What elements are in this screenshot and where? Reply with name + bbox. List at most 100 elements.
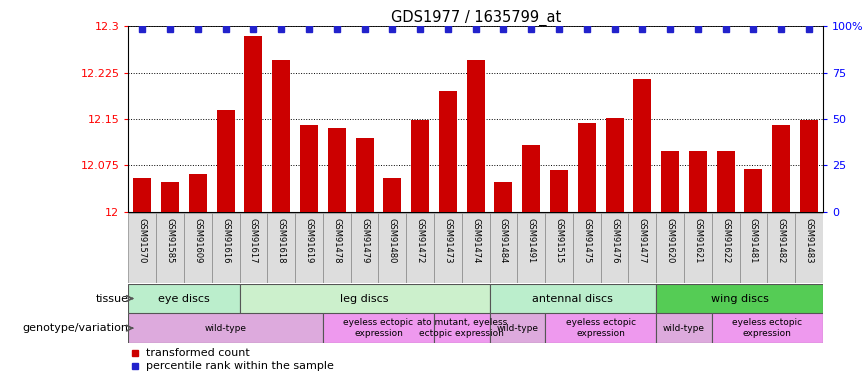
- Text: transformed count: transformed count: [146, 348, 250, 358]
- Bar: [573, 213, 601, 283]
- Text: eyeless ectopic
expression: eyeless ectopic expression: [733, 318, 802, 338]
- Text: GSM91472: GSM91472: [416, 218, 424, 264]
- Bar: [550, 170, 568, 212]
- Text: wild-type: wild-type: [496, 324, 538, 333]
- Bar: [267, 213, 295, 283]
- Text: tissue: tissue: [95, 294, 128, 303]
- Bar: [545, 313, 656, 343]
- Bar: [490, 284, 656, 313]
- Bar: [545, 213, 573, 283]
- Bar: [212, 213, 240, 283]
- Text: ato mutant, eyeless
ectopic expression: ato mutant, eyeless ectopic expression: [417, 318, 507, 338]
- Bar: [273, 60, 290, 212]
- Text: eyeless ectopic
expression: eyeless ectopic expression: [566, 318, 635, 338]
- Text: GSM91478: GSM91478: [332, 218, 341, 264]
- Bar: [128, 284, 240, 313]
- Text: GSM91479: GSM91479: [360, 218, 369, 264]
- Text: wild-type: wild-type: [205, 324, 247, 333]
- Text: GSM91621: GSM91621: [694, 218, 702, 264]
- Bar: [323, 313, 434, 343]
- Text: GSM91481: GSM91481: [749, 218, 758, 264]
- Text: GSM91475: GSM91475: [582, 218, 591, 264]
- Text: GSM91620: GSM91620: [666, 218, 674, 264]
- Bar: [745, 169, 762, 212]
- Text: GSM91622: GSM91622: [721, 218, 730, 264]
- Bar: [189, 174, 207, 212]
- Bar: [434, 313, 490, 343]
- Bar: [328, 128, 345, 212]
- Text: percentile rank within the sample: percentile rank within the sample: [146, 361, 333, 371]
- Bar: [434, 213, 462, 283]
- Bar: [161, 182, 179, 212]
- Text: wild-type: wild-type: [663, 324, 705, 333]
- Bar: [295, 213, 323, 283]
- Bar: [712, 213, 740, 283]
- Bar: [628, 213, 656, 283]
- Bar: [156, 213, 184, 283]
- Text: GSM91491: GSM91491: [527, 218, 536, 264]
- Bar: [356, 138, 373, 212]
- Bar: [656, 284, 823, 313]
- Text: GSM91617: GSM91617: [249, 218, 258, 264]
- Bar: [523, 145, 540, 212]
- Text: GSM91483: GSM91483: [805, 218, 813, 264]
- Bar: [634, 79, 651, 212]
- Bar: [578, 123, 595, 212]
- Bar: [300, 125, 318, 212]
- Text: GSM91482: GSM91482: [777, 218, 786, 264]
- Bar: [245, 36, 262, 212]
- Bar: [128, 313, 323, 343]
- Text: GSM91609: GSM91609: [194, 218, 202, 264]
- Bar: [240, 284, 490, 313]
- Text: GSM91480: GSM91480: [388, 218, 397, 264]
- Text: GSM91618: GSM91618: [277, 218, 286, 264]
- Bar: [128, 213, 156, 283]
- Bar: [773, 125, 790, 212]
- Text: GSM91570: GSM91570: [138, 218, 147, 264]
- Bar: [351, 213, 378, 283]
- Bar: [411, 120, 429, 212]
- Bar: [323, 213, 351, 283]
- Text: GSM91616: GSM91616: [221, 218, 230, 264]
- Bar: [384, 178, 401, 212]
- Title: GDS1977 / 1635799_at: GDS1977 / 1635799_at: [391, 10, 561, 26]
- Text: GSM91585: GSM91585: [166, 218, 174, 264]
- Bar: [717, 151, 734, 212]
- Bar: [656, 213, 684, 283]
- Bar: [240, 213, 267, 283]
- Bar: [490, 213, 517, 283]
- Text: GSM91477: GSM91477: [638, 218, 647, 264]
- Bar: [601, 213, 628, 283]
- Text: GSM91484: GSM91484: [499, 218, 508, 264]
- Bar: [184, 213, 212, 283]
- Bar: [490, 313, 545, 343]
- Text: eye discs: eye discs: [158, 294, 210, 303]
- Bar: [495, 182, 512, 212]
- Text: GSM91476: GSM91476: [610, 218, 619, 264]
- Bar: [378, 213, 406, 283]
- Bar: [661, 151, 679, 212]
- Text: GSM91515: GSM91515: [555, 218, 563, 264]
- Text: GSM91474: GSM91474: [471, 218, 480, 264]
- Bar: [606, 118, 623, 212]
- Bar: [712, 313, 823, 343]
- Text: GSM91619: GSM91619: [305, 218, 313, 264]
- Bar: [406, 213, 434, 283]
- Bar: [800, 120, 818, 212]
- Text: GSM91473: GSM91473: [444, 218, 452, 264]
- Text: eyeless ectopic
expression: eyeless ectopic expression: [344, 318, 413, 338]
- Bar: [439, 91, 457, 212]
- Bar: [740, 213, 767, 283]
- Bar: [684, 213, 712, 283]
- Text: leg discs: leg discs: [340, 294, 389, 303]
- Bar: [689, 151, 707, 212]
- Text: wing discs: wing discs: [711, 294, 768, 303]
- Bar: [767, 213, 795, 283]
- Bar: [795, 213, 823, 283]
- Text: antennal discs: antennal discs: [532, 294, 614, 303]
- Bar: [656, 313, 712, 343]
- Text: genotype/variation: genotype/variation: [23, 323, 128, 333]
- Bar: [462, 213, 490, 283]
- Bar: [217, 110, 234, 212]
- Bar: [134, 178, 151, 212]
